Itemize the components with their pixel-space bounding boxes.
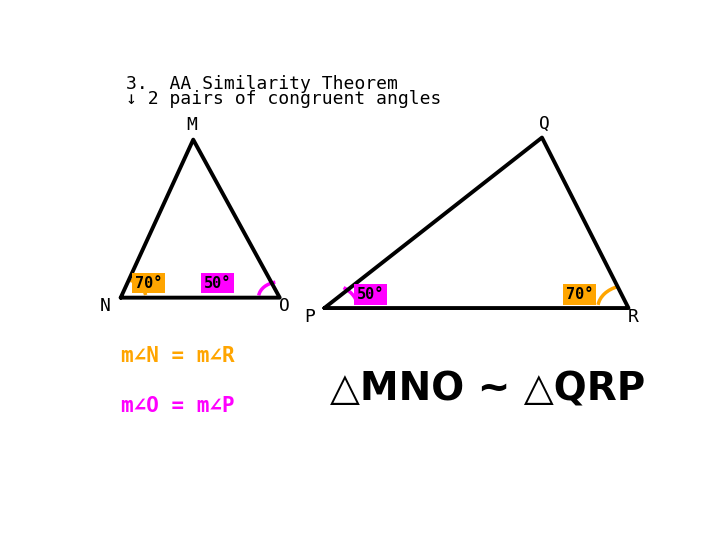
Text: Q: Q	[539, 115, 550, 133]
Text: 70°: 70°	[566, 287, 593, 302]
Text: R: R	[628, 308, 639, 326]
Text: M: M	[186, 116, 197, 134]
Text: ↓ 2 pairs of congruent angles: ↓ 2 pairs of congruent angles	[126, 90, 441, 108]
Text: △MNO ~ △QRP: △MNO ~ △QRP	[330, 370, 645, 408]
Text: 50°: 50°	[356, 287, 384, 302]
Text: O: O	[279, 297, 289, 315]
Text: 70°: 70°	[135, 275, 162, 291]
Text: 3.  AA Similarity Theorem: 3. AA Similarity Theorem	[126, 75, 398, 93]
Text: N: N	[100, 297, 111, 315]
Text: m∠N = m∠R: m∠N = m∠R	[121, 346, 234, 366]
Text: 50°: 50°	[204, 275, 231, 291]
Text: m∠O = m∠P: m∠O = m∠P	[121, 396, 234, 416]
Text: P: P	[304, 308, 315, 326]
